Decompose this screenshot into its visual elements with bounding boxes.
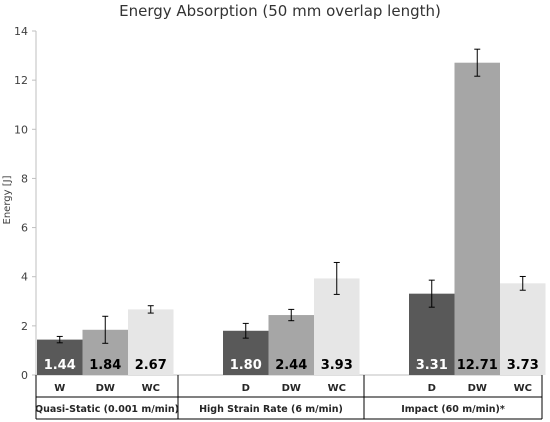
bar <box>128 309 174 375</box>
x-category-label: D <box>242 383 250 394</box>
y-tick-label: 10 <box>14 123 28 136</box>
x-category-label: D <box>428 383 436 394</box>
bar <box>268 315 314 375</box>
y-tick-label: 6 <box>21 222 28 235</box>
data-label: 12.71 <box>457 358 498 373</box>
bar <box>500 283 546 375</box>
y-axis-label: Energy [J] <box>2 175 13 224</box>
data-label: 2.67 <box>135 358 167 373</box>
data-label: 2.44 <box>275 358 307 373</box>
x-category-label: WC <box>328 383 346 394</box>
chart-title: Energy Absorption (50 mm overlap length) <box>119 2 441 20</box>
x-category-label: WC <box>514 383 532 394</box>
data-label: 3.73 <box>507 358 539 373</box>
data-label: 1.44 <box>44 358 76 373</box>
data-label: 1.84 <box>89 358 121 373</box>
plot-area: 0 2 4 6 8 10 12 14 1.44 W 1.84 DW 2.67 WC Quasi-Static… <box>14 25 546 420</box>
x-category-label: DW <box>282 383 301 394</box>
x-category-label: DW <box>96 383 115 394</box>
bar <box>37 339 83 375</box>
bar <box>454 62 500 375</box>
x-group-label: Quasi-Static (0.001 m/min) <box>35 404 179 415</box>
y-tick-label: 4 <box>21 271 28 284</box>
data-label: 3.31 <box>416 358 448 373</box>
x-category-label: DW <box>468 383 487 394</box>
y-tick-label: 12 <box>14 74 28 87</box>
x-group-label: Impact (60 m/min)* <box>401 404 505 415</box>
data-label: 3.93 <box>321 358 353 373</box>
x-category-label: W <box>54 383 65 394</box>
data-label: 1.80 <box>230 358 262 373</box>
y-tick-label: 0 <box>21 369 28 382</box>
x-group-label: High Strain Rate (6 m/min) <box>199 404 343 415</box>
y-tick-label: 2 <box>21 320 28 333</box>
x-category-label: WC <box>142 383 160 394</box>
y-tick-label: 14 <box>14 25 28 38</box>
y-tick-label: 8 <box>21 172 28 185</box>
